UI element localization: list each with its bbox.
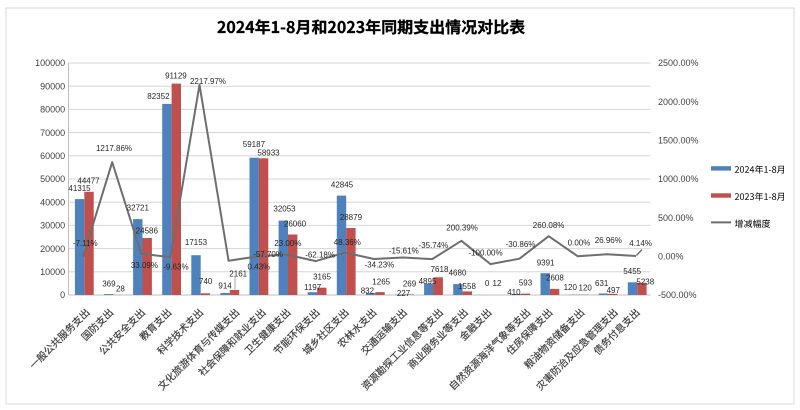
svg-text:1217.86%: 1217.86% [96, 144, 132, 153]
svg-text:-57.70%: -57.70% [253, 250, 283, 259]
svg-text:60000: 60000 [40, 151, 65, 161]
svg-text:1500.00%: 1500.00% [658, 136, 699, 146]
svg-text:260.08%: 260.08% [533, 221, 565, 230]
svg-text:32721: 32721 [127, 204, 150, 213]
svg-text:4680: 4680 [449, 269, 467, 278]
svg-text:9391: 9391 [537, 258, 555, 267]
svg-text:90000: 90000 [40, 81, 65, 91]
svg-text:4895: 4895 [419, 277, 437, 286]
svg-text:91129: 91129 [165, 71, 187, 80]
svg-text:-9.63%: -9.63% [163, 262, 188, 271]
svg-text:369: 369 [102, 280, 116, 289]
svg-text:832: 832 [361, 286, 375, 295]
svg-text:58933: 58933 [257, 149, 280, 158]
svg-text:631: 631 [595, 279, 609, 288]
svg-text:-34.23%: -34.23% [365, 261, 395, 270]
svg-text:0.00%: 0.00% [568, 238, 591, 247]
svg-text:2500.00%: 2500.00% [658, 58, 699, 68]
svg-text:0.00%: 0.00% [658, 252, 684, 262]
svg-text:23.00%: 23.00% [274, 239, 301, 248]
svg-text:28879: 28879 [340, 213, 363, 222]
svg-text:10000: 10000 [40, 267, 65, 277]
svg-text:-30.86%: -30.86% [506, 240, 536, 249]
svg-text:0.43%: 0.43% [248, 263, 271, 272]
svg-text:0: 0 [60, 290, 65, 300]
svg-text:-100.00%: -100.00% [468, 249, 502, 258]
svg-text:33.09%: 33.09% [131, 261, 158, 270]
svg-text:24586: 24586 [136, 226, 159, 235]
svg-text:1265: 1265 [372, 277, 390, 286]
svg-text:2217.97%: 2217.97% [190, 77, 226, 86]
svg-text:2000.00%: 2000.00% [658, 97, 699, 107]
svg-text:0: 0 [485, 279, 490, 288]
svg-text:120: 120 [564, 283, 578, 292]
svg-text:5455: 5455 [623, 267, 641, 276]
svg-text:227: 227 [397, 289, 411, 298]
svg-text:-15.61%: -15.61% [389, 247, 419, 256]
svg-text:44477: 44477 [77, 176, 100, 185]
svg-text:200.39%: 200.39% [446, 224, 478, 233]
svg-text:914: 914 [218, 282, 232, 291]
svg-text:48.36%: 48.36% [334, 238, 361, 247]
svg-text:30000: 30000 [40, 221, 65, 231]
svg-text:50000: 50000 [40, 174, 65, 184]
svg-text:70000: 70000 [40, 128, 65, 138]
svg-text:32053: 32053 [273, 205, 296, 214]
svg-text:1558: 1558 [458, 282, 476, 291]
svg-text:7618: 7618 [431, 265, 449, 274]
svg-text:12: 12 [493, 279, 502, 288]
svg-text:-62.18%: -62.18% [305, 250, 335, 259]
svg-text:100000: 100000 [35, 58, 65, 68]
svg-text:80000: 80000 [40, 105, 65, 115]
svg-text:410: 410 [507, 288, 521, 297]
svg-text:41315: 41315 [68, 184, 91, 193]
svg-text:740: 740 [199, 277, 213, 286]
svg-text:120: 120 [579, 284, 593, 293]
svg-text:500.00%: 500.00% [658, 213, 694, 223]
svg-text:593: 593 [519, 278, 533, 287]
svg-text:59187: 59187 [243, 140, 266, 149]
svg-text:1000.00%: 1000.00% [658, 174, 699, 184]
svg-text:20000: 20000 [40, 244, 65, 254]
svg-text:17153: 17153 [185, 238, 208, 247]
svg-text:-7.11%: -7.11% [73, 239, 98, 248]
svg-text:40000: 40000 [40, 197, 65, 207]
svg-text:1197: 1197 [304, 283, 322, 292]
svg-text:4.14%: 4.14% [629, 239, 652, 248]
svg-text:3165: 3165 [313, 272, 331, 281]
svg-text:269: 269 [403, 280, 417, 289]
svg-text:26.96%: 26.96% [595, 236, 622, 245]
svg-text:82352: 82352 [147, 92, 170, 101]
svg-text:2161: 2161 [229, 269, 247, 278]
svg-text:497: 497 [607, 286, 621, 295]
svg-text:-500.00%: -500.00% [658, 290, 697, 300]
svg-text:42845: 42845 [331, 181, 354, 190]
svg-text:5238: 5238 [636, 277, 654, 286]
svg-text:2608: 2608 [546, 274, 564, 283]
svg-text:-35.74%: -35.74% [419, 241, 449, 250]
svg-text:28: 28 [116, 285, 125, 294]
svg-text:26060: 26060 [284, 219, 307, 228]
